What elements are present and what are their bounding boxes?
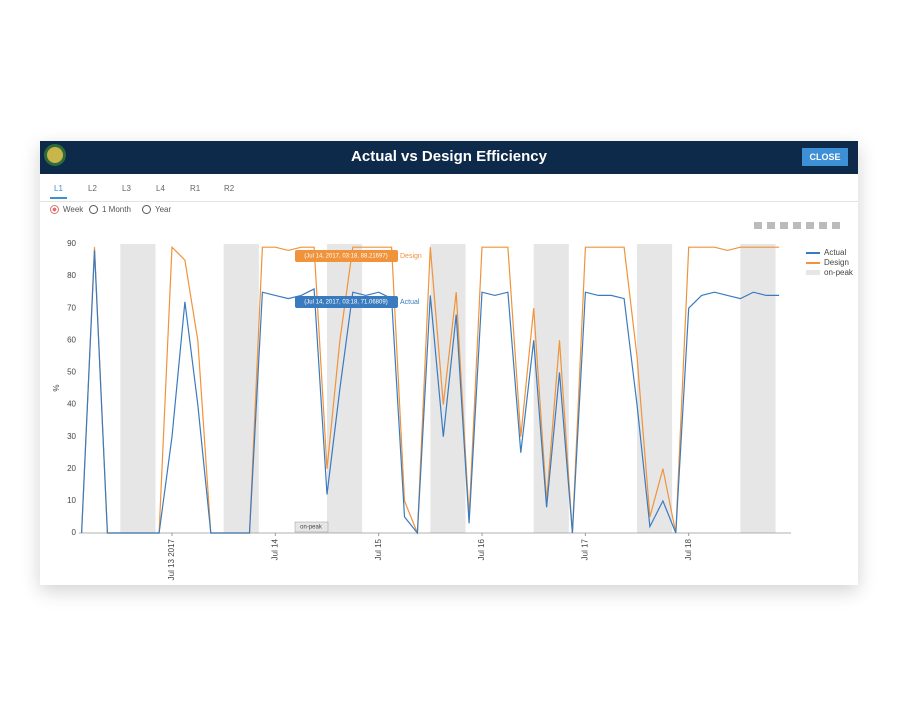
x-tick-label: Jul 15: [374, 538, 383, 560]
tab[interactable]: L3: [122, 184, 131, 193]
hover-box: [295, 250, 398, 262]
radio-dot: [50, 205, 59, 214]
tab[interactable]: R1: [190, 184, 201, 193]
on-peak-band: [120, 244, 156, 533]
tab[interactable]: L4: [156, 184, 165, 193]
range-option[interactable]: 1 Month: [89, 205, 131, 214]
hover-series: Actual: [400, 299, 420, 306]
hover-text: (Jul 14, 2017, 03:18, 71.06809): [304, 300, 387, 306]
hover-box: [295, 296, 398, 308]
toolbar-icon: [819, 222, 827, 229]
y-tick-label: 90: [67, 239, 76, 248]
radio-label: 1 Month: [102, 205, 131, 214]
radio-label: Week: [63, 205, 84, 214]
y-tick-label: 40: [67, 400, 76, 409]
x-tick-label: Jul 17: [580, 538, 589, 560]
on-peak-band: [223, 244, 259, 533]
y-tick-label: 0: [72, 528, 77, 537]
toolbar-icon: [754, 222, 762, 229]
hover-text: on-peak: [300, 525, 323, 531]
tab[interactable]: L1: [50, 184, 67, 199]
tabs: L1 L2 L3 L4 R1 R2: [40, 181, 858, 202]
x-tick-label: Jul 18: [684, 538, 693, 560]
y-tick-label: 50: [67, 368, 76, 377]
toolbar-icon: [767, 222, 775, 229]
x-tick-label: Jul 13 2017: [167, 538, 176, 580]
radio-dot: [142, 205, 151, 214]
y-tick-label: 70: [67, 303, 76, 312]
title: Actual vs Design Efficiency: [351, 148, 547, 165]
y-axis-label: %: [52, 384, 61, 391]
x-tick-label: Jul 16: [477, 538, 486, 560]
header: Actual vs Design Efficiency CLOSE: [40, 141, 858, 174]
y-tick-label: 10: [67, 496, 76, 505]
logo: [44, 144, 66, 166]
tab[interactable]: L2: [88, 184, 97, 193]
radio-label: Year: [155, 205, 172, 214]
on-peak-band: [327, 244, 363, 533]
legend-swatch: [806, 270, 820, 275]
x-tick-label: Jul 14: [270, 538, 279, 560]
toolbar-icon: [780, 222, 788, 229]
close-button[interactable]: CLOSE: [802, 148, 848, 166]
radio-dot: [89, 205, 98, 214]
series-line: [81, 250, 780, 535]
legend-label: Actual: [824, 248, 846, 257]
legend-label: on-peak: [824, 268, 854, 277]
series-line: [81, 245, 780, 534]
on-peak-band: [740, 244, 776, 533]
legend-label: Design: [824, 258, 849, 267]
y-tick-label: 80: [67, 271, 76, 280]
tab[interactable]: R2: [224, 184, 235, 193]
toolbar-icon: [793, 222, 801, 229]
y-tick-label: 60: [67, 335, 76, 344]
toolbar-icon: [832, 222, 840, 229]
y-tick-label: 20: [67, 464, 76, 473]
range-option[interactable]: Week: [50, 205, 83, 214]
toolbar-icon: [806, 222, 814, 229]
hover-text: (Jul 14, 2017, 03:18, 88.21697): [304, 254, 387, 260]
y-tick-label: 30: [67, 432, 76, 441]
hover-series: Design: [400, 253, 422, 260]
hover-box: [294, 521, 329, 533]
range-option[interactable]: Year: [142, 205, 171, 214]
